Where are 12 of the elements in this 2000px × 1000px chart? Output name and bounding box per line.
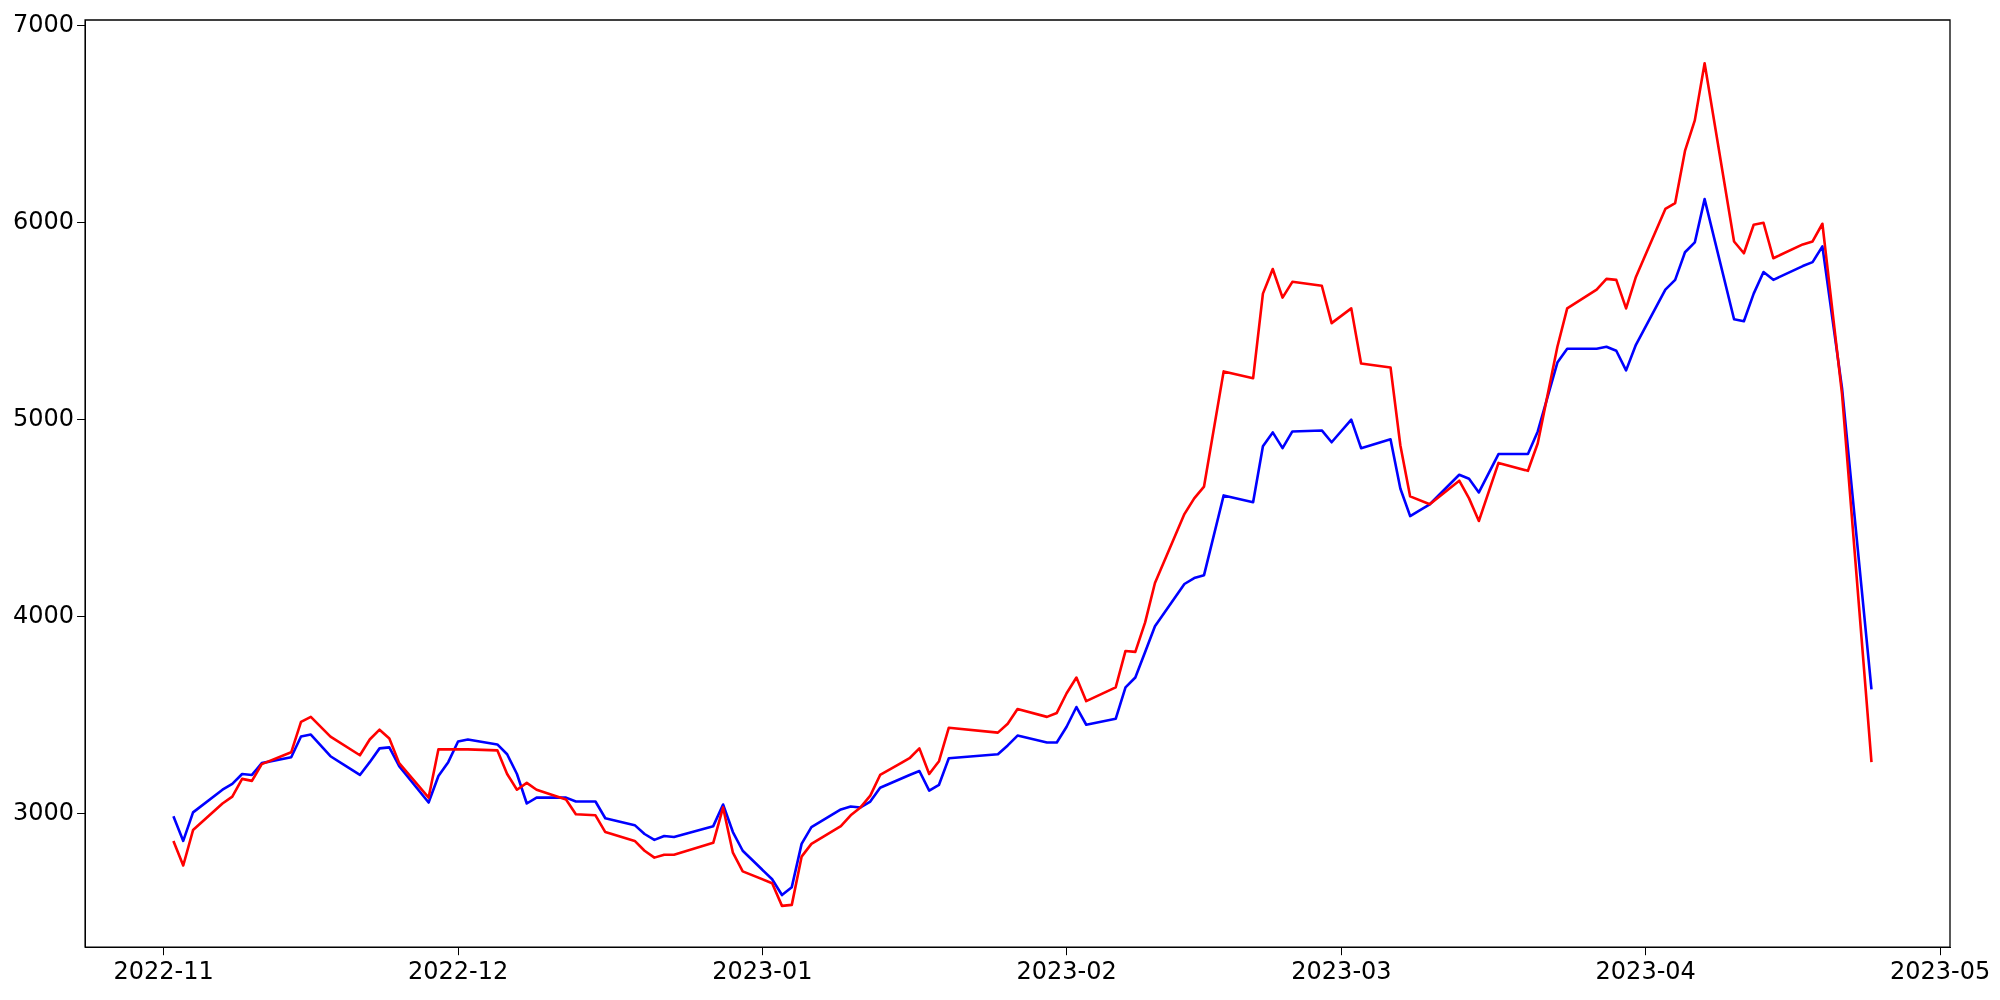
x-tick-label: 2022-11 bbox=[113, 956, 214, 985]
y-tick-label: 7000 bbox=[13, 10, 75, 39]
y-tick-label: 6000 bbox=[13, 207, 75, 235]
x-tick-label: 2023-05 bbox=[1890, 956, 1991, 985]
x-tick-label: 2023-03 bbox=[1291, 956, 1392, 985]
y-tick-label: 5000 bbox=[13, 403, 75, 432]
y-tick-label: 4000 bbox=[13, 600, 75, 629]
x-tick-label: 2022-12 bbox=[407, 956, 509, 985]
y-tick-label: 3000 bbox=[13, 797, 75, 826]
x-tick-label: 2023-02 bbox=[1016, 956, 1117, 985]
x-tick-label: 2023-04 bbox=[1595, 956, 1696, 985]
x-tick-label: 2023-01 bbox=[712, 956, 813, 985]
